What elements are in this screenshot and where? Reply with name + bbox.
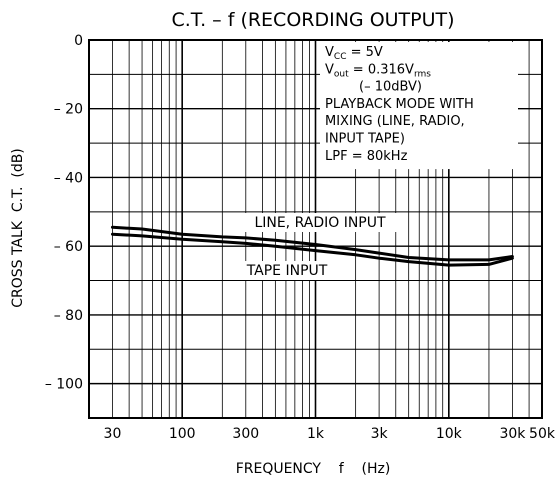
series-label: LINE, RADIO INPUT	[254, 215, 386, 231]
y-tick-label: – 40	[54, 170, 83, 186]
x-tick-label: 100	[169, 426, 196, 442]
series-label-bg	[242, 213, 398, 232]
x-axis-ticks: 30 100 300 1k 3k 10k 30k 50k	[104, 426, 556, 442]
condition-line: PLAYBACK MODE WITH	[325, 97, 474, 112]
condition-line: VCC = 5V	[325, 45, 383, 62]
y-tick-label: – 80	[54, 308, 83, 324]
x-tick-label: 30	[104, 426, 122, 442]
series-label: TAPE INPUT	[246, 263, 328, 279]
condition-line: Vout = 0.316Vrms	[325, 62, 431, 79]
x-tick-label: 300	[232, 426, 259, 442]
y-axis-ticks: 0 – 20 – 40 – 60 – 80 – 100	[45, 33, 83, 393]
x-tick-label: 1k	[307, 426, 325, 442]
x-tick-label: 50k	[529, 426, 556, 442]
series-group	[111, 225, 514, 267]
y-tick-label: – 20	[54, 102, 83, 118]
condition-line: MIXING (LINE, RADIO,	[325, 114, 465, 129]
conditions-box	[320, 42, 518, 170]
condition-line: INPUT TAPE)	[325, 132, 405, 147]
series-label-bg	[240, 261, 334, 280]
series-line	[111, 225, 514, 262]
series-labels: LINE, RADIO INPUT TAPE INPUT	[240, 213, 398, 280]
y-axis-label: CROSS TALK C.T. (dB)	[10, 148, 26, 308]
x-tick-label: 30k	[499, 426, 526, 442]
condition-line: (– 10dBV)	[359, 80, 422, 95]
x-tick-label: 10k	[436, 426, 463, 442]
series-line	[111, 232, 514, 267]
y-tick-label: – 100	[45, 377, 83, 393]
y-tick-label: – 60	[54, 239, 83, 255]
chart-title: C.T. – f (RECORDING OUTPUT)	[171, 9, 454, 31]
y-tick-label: 0	[74, 33, 83, 49]
plot-border	[88, 39, 543, 419]
condition-line: LPF = 80kHz	[325, 149, 408, 164]
x-axis-label: FREQUENCY f (Hz)	[236, 461, 391, 477]
x-tick-label: 3k	[371, 426, 389, 442]
